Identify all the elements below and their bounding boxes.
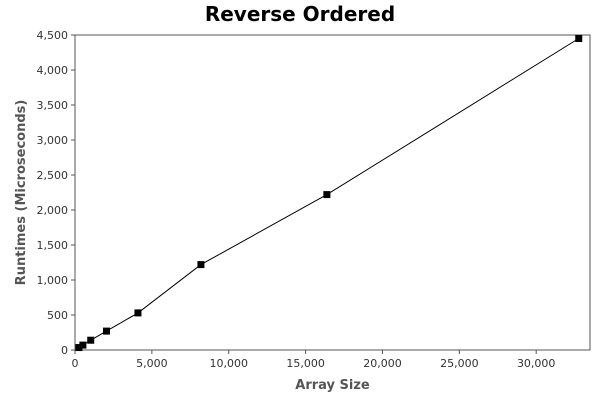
y-tick-label: 3,500	[37, 99, 69, 112]
y-axis-label: Runtimes (Microseconds)	[14, 100, 29, 286]
x-tick-label: 10,000	[209, 357, 248, 370]
chart-title: Reverse Ordered	[204, 2, 396, 26]
data-point	[87, 336, 95, 344]
data-point	[102, 327, 110, 335]
data-point	[575, 35, 583, 42]
y-tick-label: 1,500	[37, 239, 69, 252]
plot-frame	[74, 34, 591, 351]
data-point	[323, 191, 331, 199]
y-tick-label: 1,000	[37, 274, 69, 287]
x-tick-label: 15,000	[286, 357, 325, 370]
data-point	[79, 341, 87, 349]
x-tick-label: 20,000	[363, 357, 402, 370]
y-tick-label: 2,000	[37, 204, 69, 217]
x-tick-label: 0	[72, 357, 79, 370]
data-point	[75, 344, 83, 352]
data-point	[134, 309, 142, 317]
y-tick-label: 2,500	[37, 169, 69, 182]
y-tick-label: 4,000	[37, 64, 69, 77]
data-point	[197, 261, 205, 269]
y-tick-label: 3,000	[37, 134, 69, 147]
x-tick-label: 30,000	[517, 357, 556, 370]
x-tick-label: 5,000	[136, 357, 168, 370]
y-tick-label: 0	[61, 344, 68, 357]
x-tick-label: 25,000	[440, 357, 479, 370]
x-axis-label: Array Size	[295, 378, 370, 393]
y-tick-label: 4,500	[37, 29, 69, 42]
y-tick-label: 500	[47, 309, 68, 322]
